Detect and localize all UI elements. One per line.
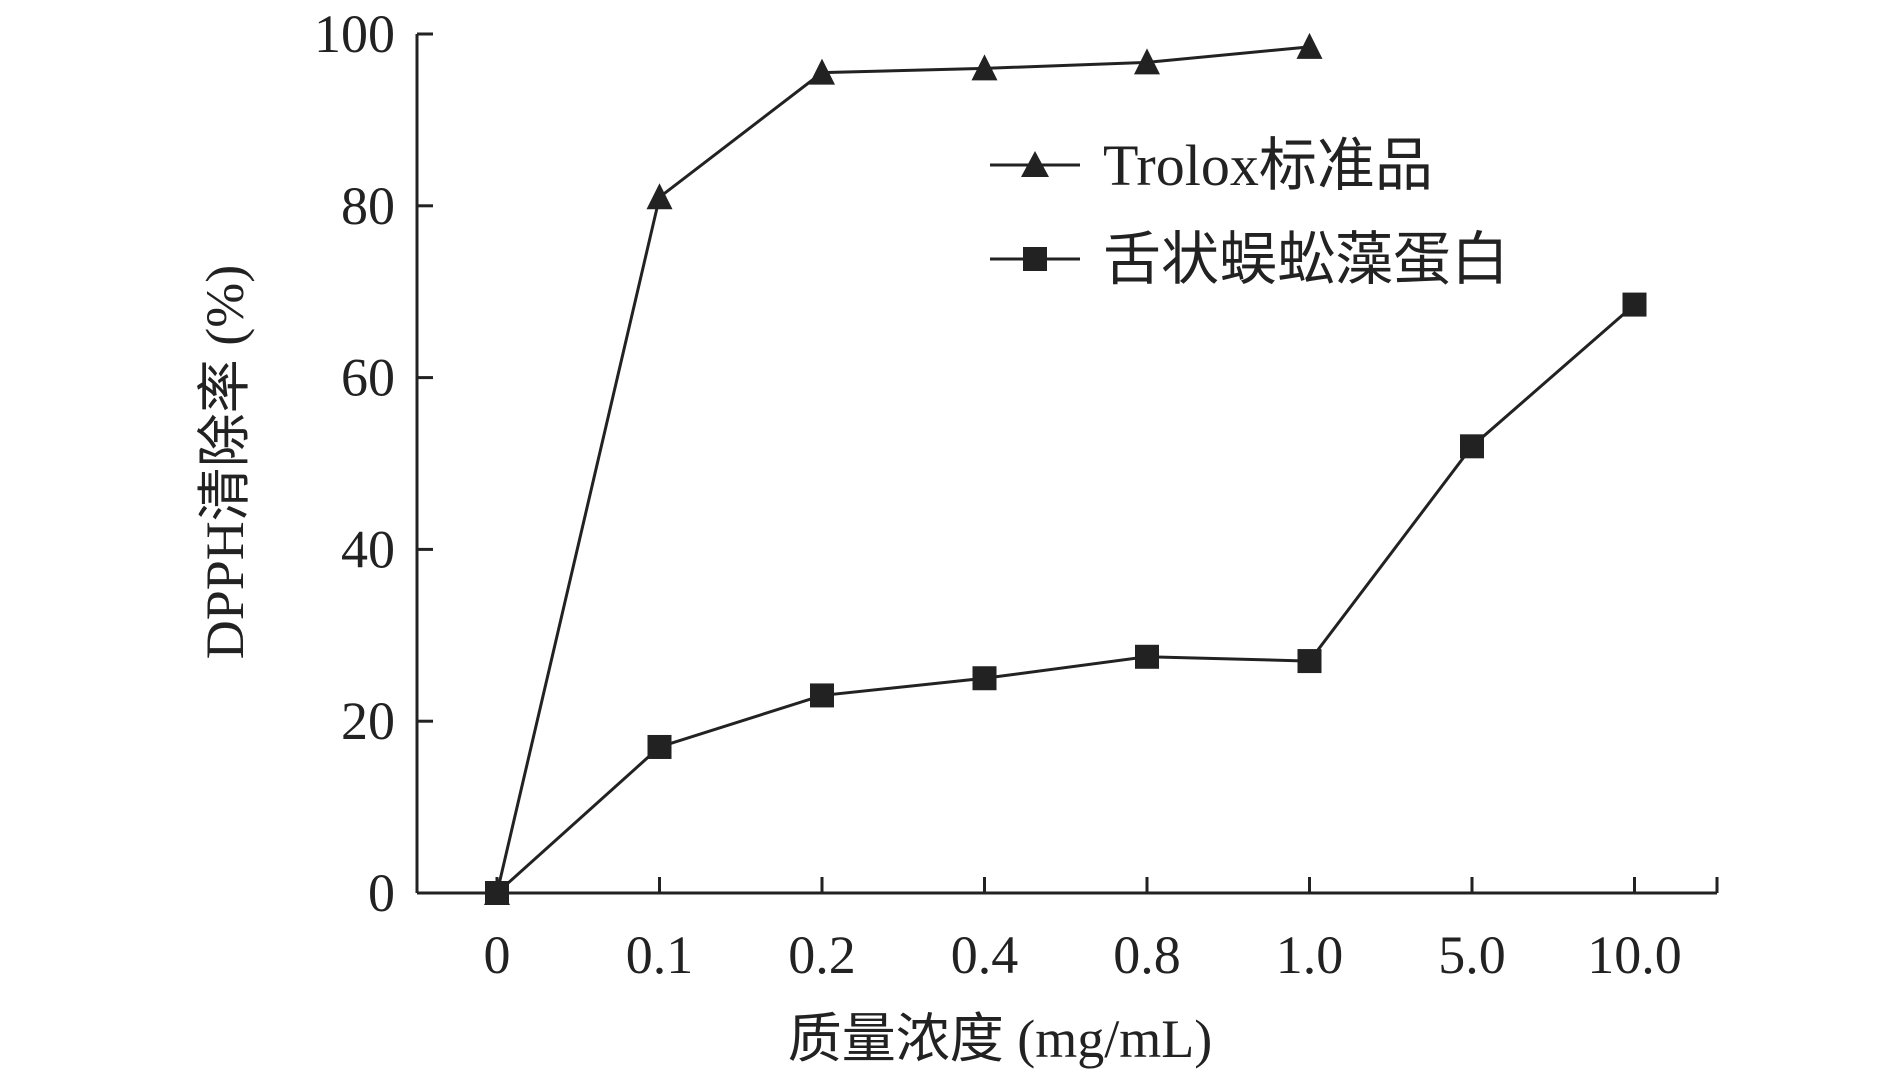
data-point-square xyxy=(1297,649,1322,674)
x-axis-title: 质量浓度 (mg/mL) xyxy=(788,1009,1212,1069)
legend-label-trolox: Trolox标准品 xyxy=(1103,133,1433,198)
x-tick-label: 0 xyxy=(484,925,511,985)
y-ticks: 0 20 40 60 80 100 xyxy=(314,4,433,923)
y-tick-label: 80 xyxy=(341,176,395,236)
y-tick-label: 20 xyxy=(341,691,395,751)
series-line xyxy=(495,45,1310,894)
legend-item-trolox: Trolox标准品 xyxy=(990,133,1433,198)
x-tick-label: 0.2 xyxy=(788,925,856,985)
x-tick-label: 5.0 xyxy=(1438,925,1506,985)
legend-label-protein: 舌状蜈蚣藻蛋白 xyxy=(1103,227,1509,292)
data-point-square xyxy=(1460,434,1484,459)
data-point-square xyxy=(1622,292,1647,317)
series-protein xyxy=(485,292,1647,905)
series-line xyxy=(495,303,1636,895)
x-ticks: 0 0.1 0.2 0.4 0.8 1.0 5.0 10.0 xyxy=(484,877,1719,985)
data-point-triangle xyxy=(1296,32,1323,59)
series-trolox xyxy=(484,32,1323,905)
axes xyxy=(415,34,1717,895)
data-point-square xyxy=(810,683,834,708)
y-tick-label: 60 xyxy=(341,348,395,408)
x-tick-label: 1.0 xyxy=(1276,925,1344,985)
data-point-triangle xyxy=(971,54,998,81)
x-tick-label: 0.1 xyxy=(626,925,694,985)
data-point-square xyxy=(972,666,997,691)
x-tick-label: 10.0 xyxy=(1587,925,1682,985)
data-point-triangle xyxy=(1134,48,1160,75)
data-point-square xyxy=(647,734,672,759)
x-tick-label: 0.4 xyxy=(951,925,1019,985)
y-tick-label: 40 xyxy=(341,519,395,579)
y-tick-label: 100 xyxy=(314,4,395,64)
x-tick-label: 0.8 xyxy=(1113,925,1181,985)
data-point-square xyxy=(1135,644,1159,669)
data-point-triangle xyxy=(646,183,673,210)
y-tick-label: 0 xyxy=(368,863,395,923)
y-axis-title: DPPH清除率 (%) xyxy=(195,265,255,660)
data-point-square xyxy=(485,881,509,905)
series-layer xyxy=(484,32,1647,905)
legend-square-marker xyxy=(1023,247,1047,271)
data-point-triangle xyxy=(809,58,835,85)
legend: Trolox标准品 舌状蜈蚣藻蛋白 xyxy=(990,133,1509,292)
legend-item-protein: 舌状蜈蚣藻蛋白 xyxy=(990,227,1509,292)
legend-triangle-marker xyxy=(1021,151,1049,177)
